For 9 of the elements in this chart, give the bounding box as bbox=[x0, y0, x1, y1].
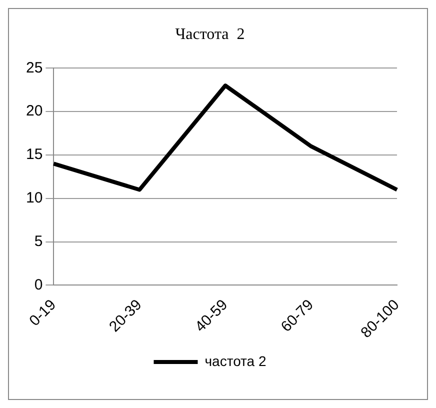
y-tick-label: 15 bbox=[26, 146, 43, 164]
chart-title: Частота 2 bbox=[175, 26, 245, 43]
y-tick-label: 0 bbox=[34, 276, 43, 294]
x-tick-label: 0-19 bbox=[26, 296, 60, 330]
legend-label: частота 2 bbox=[204, 352, 266, 369]
y-tick-label: 5 bbox=[34, 232, 43, 250]
y-tick-label: 10 bbox=[26, 190, 43, 207]
y-tick-label: 25 bbox=[26, 59, 43, 76]
y-tick-label: 20 bbox=[26, 102, 43, 120]
